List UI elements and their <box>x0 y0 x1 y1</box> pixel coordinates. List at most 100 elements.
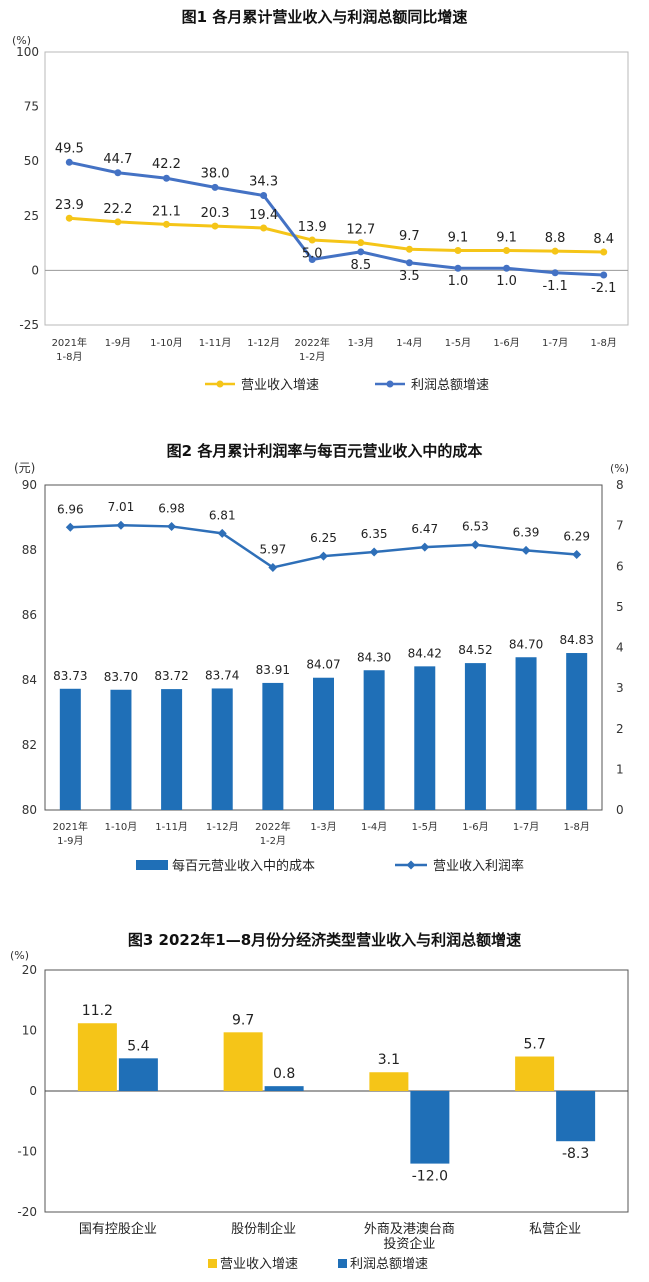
series-line-1 <box>69 216 604 254</box>
line-data-label: 6.47 <box>411 522 438 536</box>
data-label: 34.3 <box>249 174 278 189</box>
bar-data-label: 5.4 <box>127 1038 149 1054</box>
bar-data-label: -12.0 <box>412 1169 448 1185</box>
x-tick-label: 1-9月 <box>105 337 131 349</box>
bar <box>110 689 132 810</box>
data-point <box>357 248 365 256</box>
data-point <box>65 158 73 166</box>
data-point <box>167 521 177 531</box>
left-tick-label: 82 <box>22 738 37 752</box>
bar-data-label: 83.72 <box>154 669 188 683</box>
data-point <box>405 245 413 253</box>
bar-data-label: 11.2 <box>82 1003 113 1019</box>
data-label: 19.4 <box>249 208 278 223</box>
chart-3: 图3 2022年1—8月份分经济类型营业收入与利润总额增速 (%) 20 10 0 -1… <box>0 915 649 1282</box>
legend-label: 营业收入利润率 <box>433 858 524 874</box>
bar-data-label: 84.42 <box>408 646 442 660</box>
data-label: 12.7 <box>346 223 375 238</box>
y-tick-label: 20 <box>22 963 37 977</box>
data-point <box>114 169 122 177</box>
y-unit-label: (%) <box>12 34 31 47</box>
bar <box>566 653 588 810</box>
legend-label: 每百元营业收入中的成本 <box>172 858 315 874</box>
chart-2: 图2 各月累计利润率与每百元营业收入中的成本 (元) (%) 90 88 86 84 82 8… <box>0 430 649 890</box>
legend-label: 利润总额增速 <box>350 1257 428 1272</box>
right-tick-label: 4 <box>616 641 624 655</box>
bar-data-label: 5.7 <box>523 1037 545 1053</box>
legend-swatch <box>208 1259 217 1268</box>
right-tick-label: 6 <box>616 559 624 573</box>
x-tick-label: 1-8月 <box>56 351 82 363</box>
bar <box>59 688 81 810</box>
x-tick-label: 1-8月 <box>564 821 590 833</box>
x-tick-label: 1-9月 <box>57 835 83 847</box>
bar <box>223 1032 263 1091</box>
data-label: 21.1 <box>152 204 181 219</box>
bar <box>464 663 486 810</box>
x-tick-label: 国有控股企业 <box>79 1221 157 1237</box>
legend-marker <box>216 380 224 388</box>
bar <box>211 688 233 810</box>
data-point <box>116 520 126 530</box>
data-point <box>162 220 170 228</box>
data-label: 9.1 <box>496 231 517 246</box>
x-tick-label: 1-10月 <box>105 821 138 833</box>
data-label: 3.5 <box>399 269 420 284</box>
line-data-label: 5.97 <box>260 542 287 556</box>
x-tick-label: 2021年 <box>52 336 87 349</box>
plot-frame <box>44 51 629 326</box>
bar-data-label: 84.70 <box>509 637 543 651</box>
data-point <box>211 183 219 191</box>
data-point <box>454 264 462 272</box>
data-point <box>260 191 268 199</box>
line-data-label: 6.81 <box>209 508 236 522</box>
bar <box>118 1058 158 1091</box>
data-label: 20.3 <box>201 206 230 221</box>
right-tick-label: 1 <box>616 762 624 776</box>
y-tick-label: -25 <box>19 318 39 332</box>
x-tick-label: 1-7月 <box>513 821 539 833</box>
bar <box>556 1091 596 1142</box>
left-tick-label: 86 <box>22 608 37 622</box>
bar-data-label: 83.70 <box>104 670 138 684</box>
y-tick-label: 25 <box>24 209 39 223</box>
y-tick-label: 10 <box>22 1024 37 1038</box>
bar <box>313 677 334 810</box>
data-label: 22.2 <box>103 202 132 217</box>
x-tick-label: 2022年 <box>294 336 329 349</box>
x-tick-label: 2021年 <box>53 820 88 833</box>
data-label: 42.2 <box>152 157 181 172</box>
bar-data-label: 84.52 <box>458 643 492 657</box>
chart-1: 图1 各月累计营业收入与利润总额同比增速 (%) 100 75 50 25 0 -25 202… <box>0 0 649 410</box>
data-point <box>405 259 413 267</box>
data-label: 1.0 <box>448 274 469 289</box>
bar-data-label: 83.74 <box>205 668 239 682</box>
right-tick-label: 2 <box>616 722 624 736</box>
line-data-label: 7.01 <box>108 500 135 514</box>
legend-label: 利润总额增速 <box>411 378 489 393</box>
bar <box>264 1086 304 1091</box>
data-label: 9.1 <box>448 231 469 246</box>
x-tick-label: 1-7月 <box>542 337 568 349</box>
y-tick-label: -20 <box>17 1205 37 1219</box>
line-data-label: 6.96 <box>57 502 84 516</box>
x-tick-label: 1-4月 <box>361 821 387 833</box>
bar-data-label: 0.8 <box>273 1066 295 1082</box>
data-point <box>308 255 316 263</box>
data-point <box>260 224 268 232</box>
y-tick-label: 0 <box>31 263 39 277</box>
data-point <box>503 264 511 272</box>
data-label: -1.1 <box>542 279 567 294</box>
left-axis-unit: (元) <box>14 461 35 475</box>
right-tick-label: 8 <box>616 478 624 492</box>
data-point <box>308 236 316 244</box>
x-tick-label: 1-10月 <box>150 337 183 349</box>
y-tick-label: 100 <box>16 45 39 59</box>
left-tick-label: 84 <box>22 673 37 687</box>
bar-data-label: 84.07 <box>306 658 340 672</box>
data-point <box>114 218 122 226</box>
line-data-label: 6.29 <box>563 529 590 543</box>
data-label: 8.8 <box>545 231 566 246</box>
bar-data-label: 83.73 <box>53 669 87 683</box>
